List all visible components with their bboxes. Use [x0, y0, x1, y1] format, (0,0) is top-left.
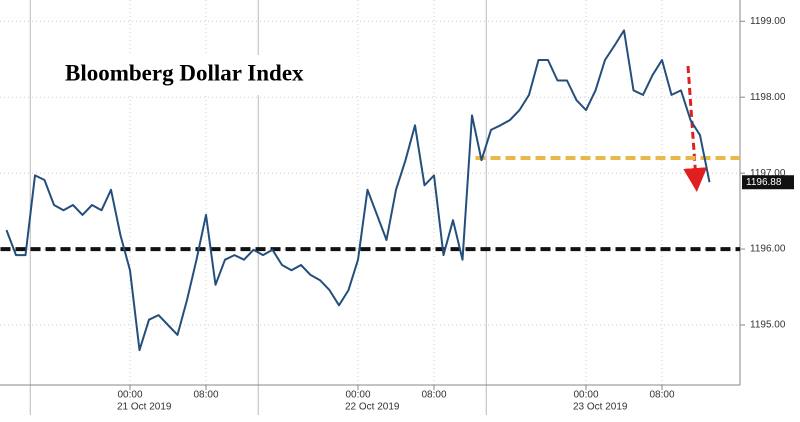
- x-tick-label: 08:00: [193, 390, 218, 401]
- date-label: 21 Oct 2019: [117, 402, 172, 413]
- date-label: 22 Oct 2019: [345, 402, 400, 413]
- title-box: [58, 55, 358, 95]
- y-tick-label: 1197.00: [750, 168, 786, 179]
- last-price-box: [742, 175, 794, 190]
- y-tick-label: 1199.00: [750, 16, 786, 27]
- date-label: 23 Oct 2019: [573, 402, 628, 413]
- price-line: [5, 29, 711, 352]
- y-tick-label: 1198.00: [750, 92, 786, 103]
- x-tick-label: 00:00: [117, 390, 142, 401]
- x-tick-label: 08:00: [649, 390, 674, 401]
- x-tick-label: 00:00: [345, 390, 370, 401]
- y-tick-label: 1195.00: [750, 320, 786, 331]
- y-tick-label: 1196.00: [750, 244, 786, 255]
- x-tick-label: 00:00: [573, 390, 598, 401]
- x-tick-label: 08:00: [421, 390, 446, 401]
- last-price-label: 1196.88: [746, 177, 782, 188]
- chart-title: Bloomberg Dollar Index: [65, 60, 304, 85]
